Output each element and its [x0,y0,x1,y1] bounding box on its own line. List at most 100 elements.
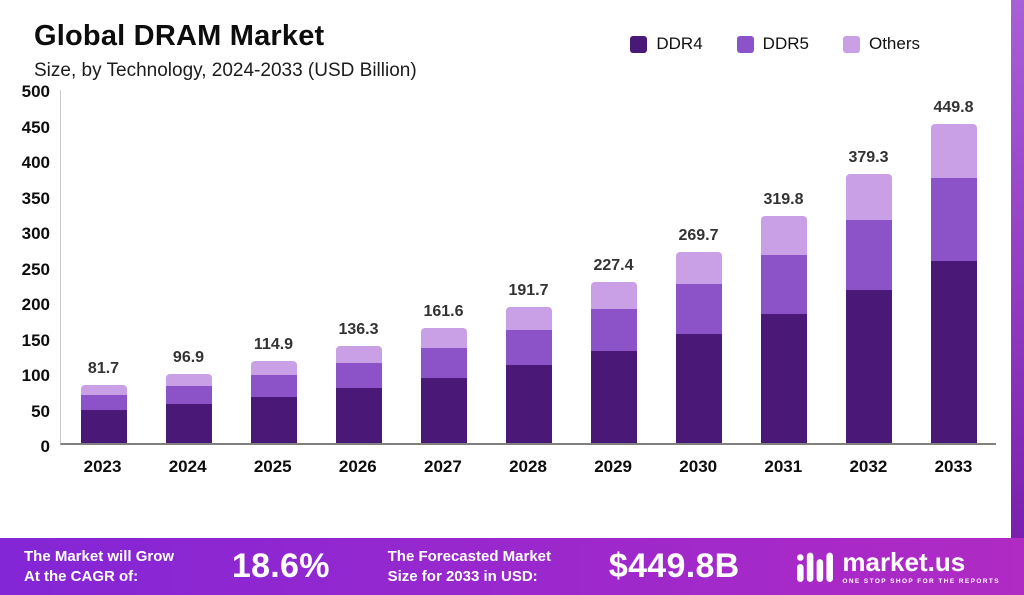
bar-column: 227.4 [571,90,656,443]
bar-segment-ddr4 [505,365,552,443]
legend-item-others: Others [842,34,920,54]
bar-segment-others [250,361,297,376]
bar-segment-ddr5 [760,254,807,314]
bar-stack [760,215,807,443]
brand-logo: market.us ONE STOP SHOP FOR THE REPORTS [797,549,1000,585]
legend-swatch [630,35,648,53]
bar-column: 161.6 [401,90,486,443]
y-tick-label: 200 [21,295,50,314]
bar-total-label: 81.7 [87,360,120,378]
bar-total-label: 161.6 [423,303,464,321]
bar-segment-ddr4 [845,289,892,443]
legend-label: Others [868,34,920,53]
bar-segment-others [420,328,467,348]
bar-stack [165,374,212,443]
x-axis-label: 2025 [253,457,292,476]
bar-total-label: 136.3 [338,321,379,339]
bar-stack [250,361,297,443]
cagr-label: The Market will Grow At the CAGR of: [24,547,174,586]
plot-column: 81.7 96.9 114.9 136.3 161.6 191.7 227.4 269.7 31… [60,90,996,477]
bar-column: 449.8 [911,90,996,443]
brand-text: market.us ONE STOP SHOP FOR THE REPORTS [842,549,1000,585]
legend-swatch [736,35,754,53]
bar-stack [675,251,722,443]
bar-total-label: 449.8 [933,98,974,116]
legend-item-ddr5: DDR5 [736,34,809,54]
bar-column: 319.8 [741,90,826,443]
legend: DDR4 DDR5 Others [630,34,920,54]
bar-segment-ddr4 [590,350,637,443]
bar-segment-ddr4 [335,387,382,443]
cagr-value: 18.6% [231,547,330,585]
x-axis-label: 2026 [338,457,377,476]
forecast-label-line1: The Forecasted Market [387,548,552,565]
legend-label: DDR4 [656,34,703,53]
x-axis-label: 2031 [764,457,803,476]
y-axis: 0 50 100 150 200 250 300 350 400 450 500 [14,83,60,456]
bar-segment-ddr5 [165,385,212,404]
y-tick-label: 0 [40,437,50,456]
bar-segment-ddr5 [420,347,467,378]
forecast-value: $449.8B [608,547,740,585]
bar-column: 269.7 [656,90,741,443]
cagr-label-line1: The Market will Grow [24,548,175,565]
cagr-label-line2: At the CAGR of: [24,567,139,585]
bar-total-label: 319.8 [763,190,804,208]
y-tick-label: 250 [21,259,50,279]
bar-stack [590,281,637,443]
x-axis-label: 2029 [594,457,633,476]
bar-segment-others [760,215,807,255]
bar-total-label: 269.7 [678,226,719,244]
x-axis-label: 2028 [509,457,547,476]
side-strip [1011,0,1024,538]
bar-segment-ddr4 [250,396,297,443]
bar-total-label: 227.4 [593,256,634,274]
bar-segment-ddr4 [930,260,977,443]
bar-stack [845,173,892,443]
bar-total-label: 379.3 [848,148,889,166]
y-tick-label: 350 [21,188,50,208]
bar-stack [335,346,382,443]
brand-name: market.us [842,546,966,577]
bar-segment-ddr5 [505,330,552,366]
x-axis-label: 2024 [168,457,207,476]
bar-segment-ddr4 [165,403,212,443]
bar-segment-ddr5 [250,375,297,397]
legend-swatch [842,35,860,53]
page-subtitle: Size, by Technology, 2024-2033 (USD Bill… [34,60,417,81]
y-tick-label: 150 [21,330,50,350]
header: Global DRAM Market Size, by Technology, … [0,0,1024,82]
y-tick-label: 450 [21,117,50,137]
bar-segment-others [675,251,722,285]
bar-segment-ddr5 [335,362,382,388]
bar-segment-ddr4 [675,333,722,443]
y-tick-label: 50 [31,401,50,421]
x-axis-label: 2033 [934,457,973,476]
bar-column: 96.9 [146,90,231,443]
bar-segment-others [165,374,212,386]
brand-tagline: ONE STOP SHOP FOR THE REPORTS [842,577,1000,585]
page-title: Global DRAM Market [34,20,325,52]
legend-item-ddr4: DDR4 [630,34,703,54]
legend-label: DDR5 [762,34,809,53]
bar-segment-others [590,281,637,310]
bar-segment-ddr5 [845,219,892,290]
bar-segment-others [505,306,552,331]
bar-segment-others [930,123,977,178]
bar-column: 114.9 [231,90,316,443]
x-axis-label: 2027 [424,457,462,476]
bar-segment-ddr5 [590,309,637,351]
bar-column: 191.7 [486,90,571,443]
bar-total-label: 191.7 [508,281,549,299]
x-axis-label: 2023 [83,457,122,476]
y-tick-label: 100 [21,366,50,385]
bar-segment-others [845,173,892,220]
bar-stack [80,385,127,443]
bar-segment-others [335,346,382,363]
y-tick-label: 400 [21,153,50,172]
x-axis-label: 2032 [849,457,888,476]
bar-segment-others [80,385,127,395]
brand-soundwave-icon [797,552,834,582]
title-block: Global DRAM Market Size, by Technology, … [34,20,417,82]
